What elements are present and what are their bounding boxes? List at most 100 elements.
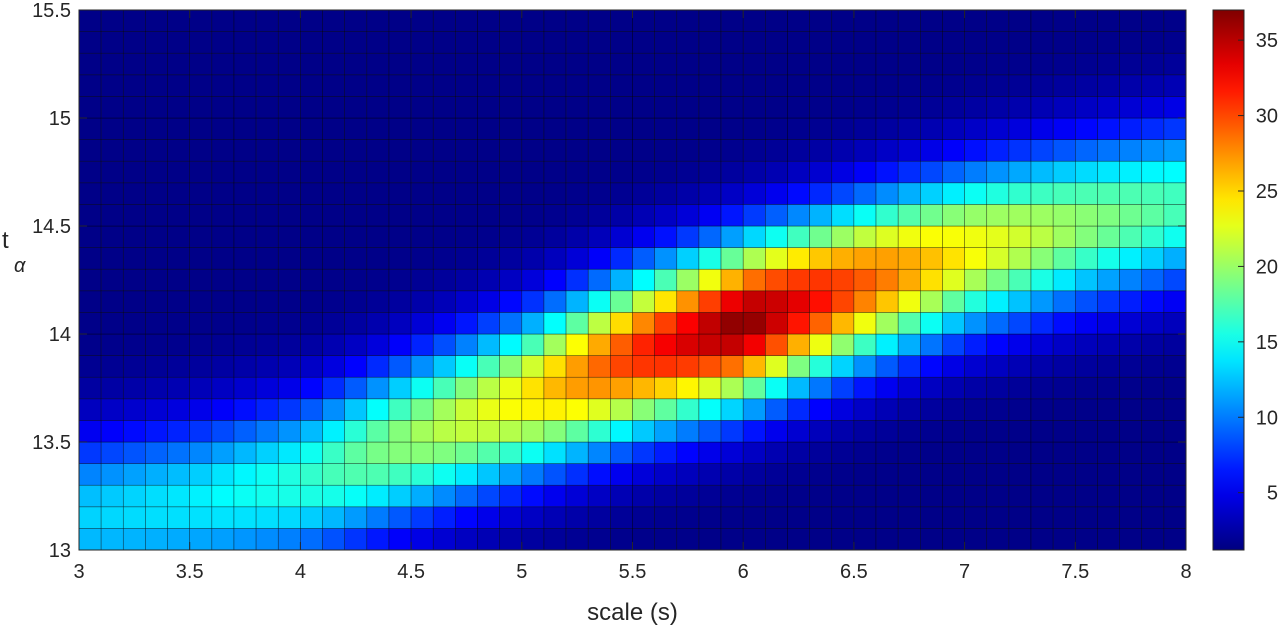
heatmap-cell [543, 528, 567, 551]
heatmap-cell [720, 441, 744, 464]
heatmap-cell [720, 268, 744, 292]
heatmap-cell [366, 52, 390, 76]
heatmap-cell [565, 506, 589, 529]
heatmap-cell [942, 247, 965, 270]
heatmap-cell [100, 204, 124, 227]
heatmap-cell [366, 398, 390, 421]
heatmap-cell [455, 506, 478, 529]
heatmap-cell [1163, 333, 1187, 356]
heatmap-cell [742, 441, 766, 464]
heatmap-cell [587, 290, 611, 313]
heatmap-cell [499, 9, 523, 32]
heatmap-cell [809, 376, 833, 400]
heatmap-cell [78, 182, 102, 205]
y-tick-label: 15.5 [32, 0, 71, 22]
heatmap-cell [986, 290, 1010, 313]
heatmap-cell [698, 355, 722, 378]
heatmap-cell [1119, 268, 1143, 292]
heatmap-cell [388, 9, 412, 32]
heatmap-cell [964, 247, 988, 270]
heatmap-cell [676, 225, 700, 248]
heatmap-cell [167, 268, 190, 292]
heatmap-cell [1141, 290, 1165, 313]
heatmap-cell [1097, 96, 1120, 119]
heatmap-cell [742, 74, 766, 97]
heatmap-cell [964, 484, 988, 508]
heatmap-cell [831, 268, 855, 292]
heatmap-cell [942, 268, 965, 292]
heatmap-cell [853, 52, 877, 76]
heatmap-cell [765, 117, 788, 140]
heatmap-cell [853, 355, 877, 378]
heatmap-cell [388, 139, 412, 162]
heatmap-cell [1008, 290, 1032, 313]
heatmap-cell [322, 182, 345, 205]
heatmap-cell [100, 484, 124, 508]
heatmap-cell [543, 225, 567, 248]
heatmap-cell [986, 420, 1010, 443]
heatmap-cell [632, 139, 655, 162]
heatmap-cell [942, 117, 965, 140]
heatmap-cell [698, 31, 722, 54]
heatmap-cell [78, 117, 102, 140]
heatmap-cell [654, 420, 678, 443]
heatmap-cell [145, 268, 168, 292]
heatmap-cell [853, 139, 877, 162]
heatmap-cell [765, 9, 788, 32]
heatmap-cell [78, 463, 102, 486]
heatmap-cell [255, 182, 279, 205]
heatmap-cell [122, 204, 146, 227]
heatmap-cell [322, 268, 345, 292]
heatmap-cell [897, 420, 921, 443]
heatmap-cell [853, 31, 877, 54]
heatmap-cell [765, 139, 788, 162]
heatmap-cell [543, 182, 567, 205]
heatmap-cell [477, 333, 500, 356]
heatmap-cell [742, 463, 766, 486]
heatmap-cell [964, 333, 988, 356]
heatmap-cell [1030, 9, 1054, 32]
heatmap-cell [587, 333, 611, 356]
heatmap-cell [255, 139, 279, 162]
heatmap-cell [543, 333, 567, 356]
heatmap-cell [1030, 376, 1054, 400]
heatmap-cell [1052, 398, 1076, 421]
heatmap-cell [897, 312, 921, 335]
heatmap-cell [676, 204, 700, 227]
heatmap-cell [366, 204, 390, 227]
heatmap-cell [964, 160, 988, 184]
heatmap-cell [477, 290, 500, 313]
heatmap-cell [100, 333, 124, 356]
heatmap-cell [1163, 52, 1187, 76]
heatmap-cell [742, 247, 766, 270]
heatmap-cell [255, 441, 279, 464]
heatmap-cell [322, 312, 345, 335]
heatmap-cell [211, 225, 235, 248]
heatmap-cell [388, 268, 412, 292]
heatmap-cell [211, 312, 235, 335]
heatmap-cell [654, 463, 678, 486]
heatmap-cell [233, 225, 257, 248]
heatmap-cell [145, 312, 168, 335]
heatmap-cell [831, 355, 855, 378]
heatmap-cell [920, 312, 943, 335]
heatmap-cell [565, 247, 589, 270]
heatmap-cell [698, 528, 722, 551]
heatmap-cell [1163, 247, 1187, 270]
heatmap-cell [942, 31, 965, 54]
heatmap-cell [189, 52, 213, 76]
heatmap-cell [78, 506, 102, 529]
heatmap-cell [432, 247, 456, 270]
heatmap-cell [145, 290, 168, 313]
heatmap-cell [521, 182, 545, 205]
heatmap-cell [1008, 398, 1032, 421]
heatmap-cell [189, 247, 213, 270]
heatmap-cell [300, 182, 323, 205]
heatmap-cell [145, 31, 168, 54]
heatmap-cell [964, 9, 988, 32]
heatmap-cell [1119, 9, 1143, 32]
heatmap-cell [344, 420, 368, 443]
heatmap-cell [853, 333, 877, 356]
heatmap-cell [122, 160, 146, 184]
heatmap-cell [897, 96, 921, 119]
